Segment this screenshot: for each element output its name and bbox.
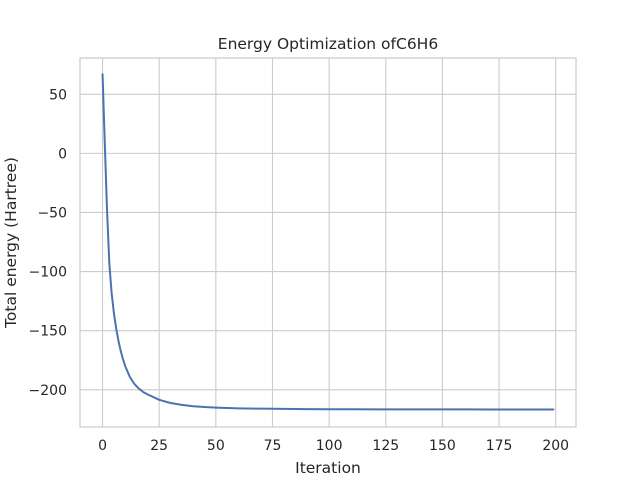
energy-series-line [101, 73, 555, 411]
y-axis-label: Total energy (Hartree) [2, 157, 20, 329]
x-tick-label: 100 [316, 438, 343, 454]
x-tick-labels: 0 25 50 75 100 125 150 175 200 [98, 438, 569, 454]
x-tick-label: 75 [264, 438, 282, 454]
x-tick-label: 175 [486, 438, 513, 454]
y-tick-label: −150 [29, 324, 67, 340]
chart-title: Energy Optimization ofC6H6 [218, 35, 438, 53]
x-tick-label: 125 [372, 438, 399, 454]
plot-frame [79, 57, 577, 428]
x-tick-label: 150 [429, 438, 456, 454]
x-tick-label: 200 [542, 438, 569, 454]
x-tick-label: 0 [98, 438, 107, 454]
y-tick-label: −200 [29, 383, 67, 399]
y-tick-label: 50 [49, 87, 67, 103]
plot-area-background [80, 58, 576, 427]
grid-layer [80, 58, 576, 427]
y-tick-labels: −200 −150 −100 −50 0 50 [29, 87, 67, 398]
y-tick-label: −100 [29, 265, 67, 281]
x-tick-label: 50 [207, 438, 225, 454]
y-tick-label: 0 [58, 146, 67, 162]
x-axis-label: Iteration [295, 459, 361, 477]
y-tick-label: −50 [37, 205, 67, 221]
series-layer [101, 73, 555, 411]
x-tick-label: 25 [150, 438, 168, 454]
